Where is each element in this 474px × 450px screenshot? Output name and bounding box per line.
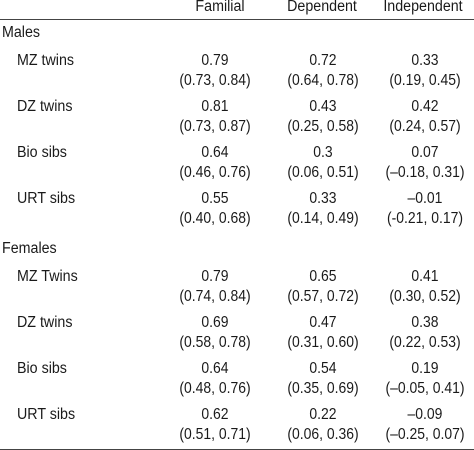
row-label: MZ Twins	[17, 268, 78, 285]
row-label: URT sibs	[17, 406, 76, 423]
row-label: DZ twins	[17, 314, 73, 331]
cell-value: 0.33	[411, 52, 439, 69]
cell-ci: (0.73, 0.87)	[179, 118, 251, 135]
column-header-dependent: Dependent	[287, 0, 357, 15]
cell-ci: (0.19, 0.45)	[389, 72, 461, 89]
cell-value: 0.42	[411, 98, 439, 115]
cell-ci: (0.06, 0.36)	[287, 426, 359, 443]
cell-value: 0.33	[309, 190, 337, 207]
cell-value: 0.3	[313, 144, 333, 161]
cell-ci: (0.31, 0.60)	[287, 334, 359, 351]
cell-value: 0.64	[201, 360, 229, 377]
cell-ci: (–0.18, 0.31)	[385, 164, 465, 181]
cell-ci: (0.25, 0.58)	[287, 118, 359, 135]
cell-value: 0.22	[309, 406, 337, 423]
cell-ci: (0.74, 0.84)	[179, 288, 251, 305]
cell-value: 0.38	[411, 314, 439, 331]
cell-value: 0.19	[411, 360, 439, 377]
cell-ci: (0.46, 0.76)	[179, 164, 251, 181]
cell-value: 0.64	[201, 144, 229, 161]
cell-ci: (0.40, 0.68)	[179, 210, 251, 227]
cell-value: 0.43	[309, 98, 337, 115]
cell-value: 0.62	[201, 406, 229, 423]
row-label: DZ twins	[17, 98, 73, 115]
cell-ci: (0.35, 0.69)	[287, 380, 359, 397]
cell-ci: (0.64, 0.78)	[287, 72, 359, 89]
cell-ci: (0.30, 0.52)	[389, 288, 461, 305]
row-label: Bio sibs	[17, 360, 67, 377]
header-rule	[0, 19, 474, 20]
cell-ci: (0.24, 0.57)	[389, 118, 461, 135]
cell-value: 0.79	[201, 52, 229, 69]
group-label-males: Males	[2, 24, 41, 41]
cell-value: 0.81	[201, 98, 229, 115]
cell-ci: (0.51, 0.71)	[179, 426, 251, 443]
cell-ci: (0.57, 0.72)	[287, 288, 359, 305]
cell-value: 0.65	[309, 268, 337, 285]
cell-value: 0.69	[201, 314, 229, 331]
row-label: Bio sibs	[17, 144, 67, 161]
row-label: URT sibs	[17, 190, 76, 207]
cell-value: 0.72	[309, 52, 337, 69]
cell-ci: (0.22, 0.53)	[389, 334, 461, 351]
column-header-familial: Familial	[195, 0, 245, 15]
cell-ci: (0.58, 0.78)	[179, 334, 251, 351]
cell-ci: (0.06, 0.51)	[287, 164, 359, 181]
cell-value: –0.09	[407, 406, 443, 423]
cell-value: 0.41	[411, 268, 439, 285]
group-label-females: Females	[2, 240, 57, 257]
row-label: MZ twins	[17, 52, 75, 69]
column-header-independent: Independent	[383, 0, 463, 15]
cell-value: –0.01	[407, 190, 443, 207]
cell-ci: (–0.25, 0.07)	[385, 426, 465, 443]
cell-value: 0.07	[411, 144, 439, 161]
cell-ci: (-0.21, 0.17)	[387, 210, 463, 227]
cell-ci: (0.73, 0.84)	[179, 72, 251, 89]
cell-value: 0.54	[309, 360, 337, 377]
cell-ci: (0.14, 0.49)	[287, 210, 359, 227]
cell-value: 0.79	[201, 268, 229, 285]
cell-ci: (0.48, 0.76)	[179, 380, 251, 397]
cell-value: 0.47	[309, 314, 337, 331]
cell-value: 0.55	[201, 190, 229, 207]
cell-ci: (–0.05, 0.41)	[385, 380, 465, 397]
